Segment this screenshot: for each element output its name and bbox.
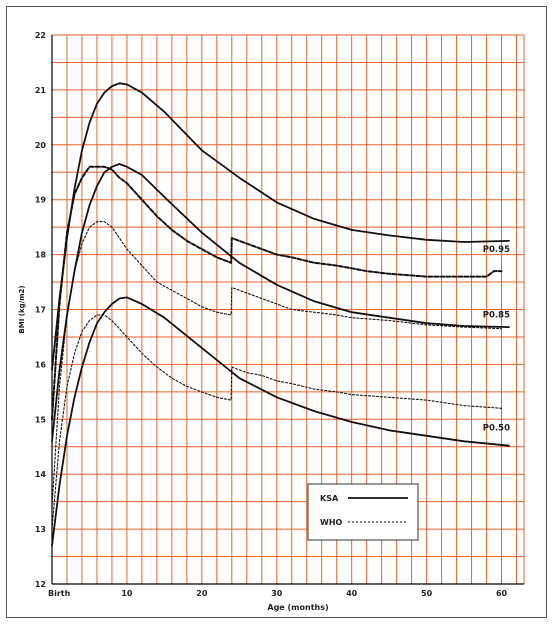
- percentile-label: P0.85: [483, 311, 510, 321]
- ksa-line-1: [51, 82, 510, 371]
- y-tick-label: 20: [35, 141, 47, 150]
- x-tick-label: 20: [196, 589, 208, 598]
- y-axis-label: BMI (kg/m2): [18, 285, 26, 333]
- y-tick-label: 18: [35, 251, 47, 260]
- annotations: P0.95 P0.85 P0.50: [483, 245, 510, 433]
- ksa-line-2: [51, 163, 510, 443]
- who-line-4: [51, 165, 503, 421]
- y-tick-label: 15: [35, 415, 47, 424]
- who-line-6: [51, 314, 503, 530]
- x-tick-label: 50: [421, 589, 433, 598]
- x-axis-label: Age (months): [267, 603, 328, 612]
- ksa-line-3: [51, 296, 510, 547]
- series: [51, 82, 510, 547]
- y-tick-label: 12: [35, 580, 46, 589]
- y-tick-label: 14: [35, 470, 47, 479]
- x-tick-label: 60: [496, 589, 508, 598]
- y-tick-label: 13: [35, 525, 46, 534]
- legend: KSA WHO: [307, 483, 419, 541]
- axes: 12 13 14 15 16 17 18 19 20 21 22 Birth 10 20 30 40 50 60 A…: [18, 31, 524, 612]
- y-tick-label: 16: [35, 360, 47, 369]
- legend-label: WHO: [320, 518, 343, 527]
- who-line-5: [51, 221, 503, 508]
- x-tick-label: 10: [121, 589, 133, 598]
- grid: [51, 34, 525, 585]
- y-tick-label: 19: [35, 196, 47, 205]
- y-tick-label: 22: [35, 31, 46, 40]
- y-tick-label: 21: [35, 86, 47, 95]
- legend-label: KSA: [320, 494, 339, 503]
- legend-box: [307, 483, 419, 541]
- x-tick-label: Birth: [48, 589, 71, 598]
- y-tick-label: 17: [35, 306, 46, 315]
- x-tick-label: 30: [271, 589, 283, 598]
- percentile-label: P0.50: [483, 423, 510, 433]
- chart-frame: [6, 6, 547, 618]
- x-tick-label: 40: [346, 589, 358, 598]
- percentile-label: P0.95: [483, 245, 510, 255]
